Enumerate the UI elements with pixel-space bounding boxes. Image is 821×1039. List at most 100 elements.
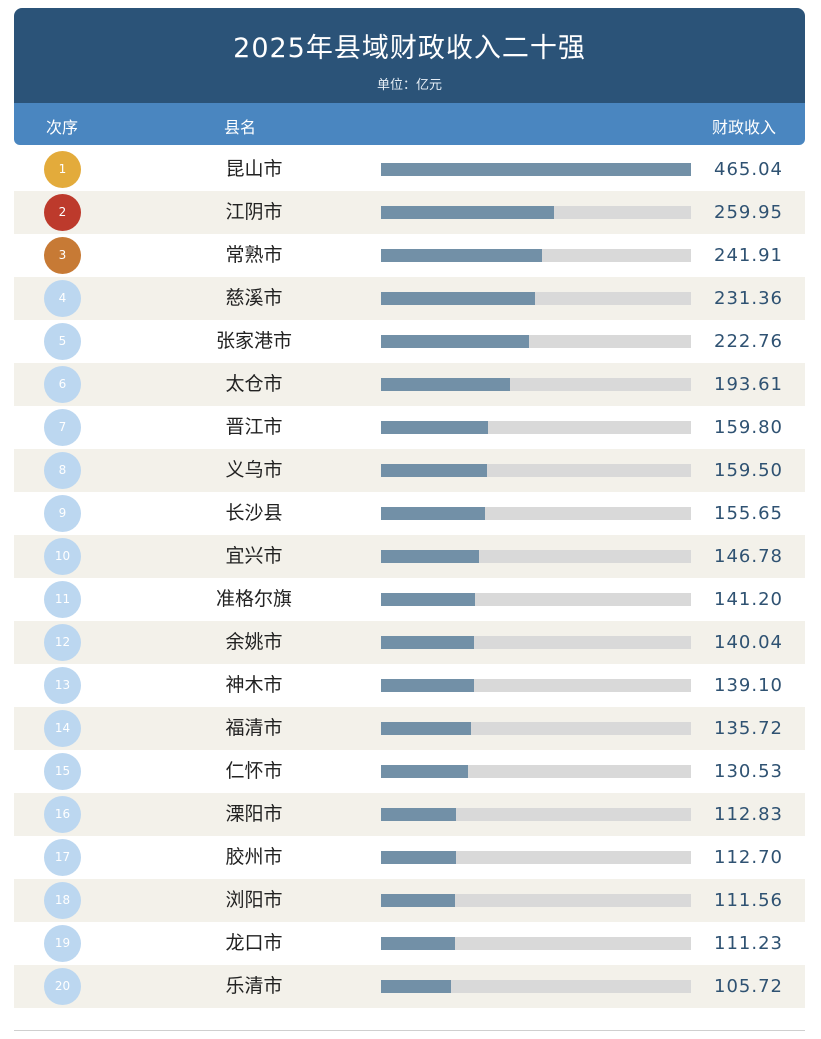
rank-badge: 6 xyxy=(44,366,81,403)
value-label: 159.80 xyxy=(714,417,783,438)
rank-badge: 1 xyxy=(44,151,81,188)
rank-badge: 9 xyxy=(44,495,81,532)
chart-title: 2025年县域财政收入二十强 xyxy=(233,33,586,64)
bar-track xyxy=(381,937,691,950)
value-label: 141.20 xyxy=(714,589,783,610)
rank-badge: 4 xyxy=(44,280,81,317)
table-row: 9 长沙县 155.65 xyxy=(14,492,805,535)
ranking-table: 1 昆山市 465.04 2 江阴市 259.95 3 常熟市 241.91 4 慈溪市 231.36… xyxy=(14,148,805,1008)
table-row: 13 神木市 139.10 xyxy=(14,664,805,707)
bar xyxy=(381,765,468,778)
rank-badge: 3 xyxy=(44,237,81,274)
bar-track xyxy=(381,335,691,348)
county-name: 余姚市 xyxy=(225,631,283,653)
bar xyxy=(381,894,455,907)
value-label: 465.04 xyxy=(714,159,783,180)
rank-badge: 20 xyxy=(44,968,81,1005)
value-label: 111.23 xyxy=(714,933,783,954)
county-name: 福清市 xyxy=(225,717,283,739)
value-label: 241.91 xyxy=(714,245,783,266)
value-label: 112.83 xyxy=(714,804,783,825)
county-name: 龙口市 xyxy=(225,932,283,954)
value-label: 111.56 xyxy=(714,890,783,911)
bar xyxy=(381,722,471,735)
table-bottom-divider xyxy=(14,1030,805,1031)
bar-track xyxy=(381,980,691,993)
bar xyxy=(381,249,542,262)
bar xyxy=(381,593,475,606)
value-label: 135.72 xyxy=(714,718,783,739)
bar-track xyxy=(381,206,691,219)
bar xyxy=(381,335,529,348)
rank-badge: 7 xyxy=(44,409,81,446)
table-row: 4 慈溪市 231.36 xyxy=(14,277,805,320)
rank-badge: 10 xyxy=(44,538,81,575)
value-label: 159.50 xyxy=(714,460,783,481)
county-name: 胶州市 xyxy=(225,846,283,868)
bar xyxy=(381,808,456,821)
bar xyxy=(381,163,691,176)
rank-badge: 12 xyxy=(44,624,81,661)
bar-track xyxy=(381,808,691,821)
county-name: 长沙县 xyxy=(225,502,283,524)
table-row: 15 仁怀市 130.53 xyxy=(14,750,805,793)
column-header-bar: 次序 县名 财政收入 xyxy=(14,103,805,145)
bar-track xyxy=(381,378,691,391)
table-row: 5 张家港市 222.76 xyxy=(14,320,805,363)
table-row: 14 福清市 135.72 xyxy=(14,707,805,750)
bar-track xyxy=(381,765,691,778)
table-row: 19 龙口市 111.23 xyxy=(14,922,805,965)
bar xyxy=(381,550,479,563)
table-row: 18 浏阳市 111.56 xyxy=(14,879,805,922)
table-row: 7 晋江市 159.80 xyxy=(14,406,805,449)
county-name: 江阴市 xyxy=(225,201,283,223)
value-label: 222.76 xyxy=(714,331,783,352)
value-label: 130.53 xyxy=(714,761,783,782)
county-name: 溧阳市 xyxy=(225,803,283,825)
bar-track xyxy=(381,421,691,434)
county-name: 义乌市 xyxy=(225,459,283,481)
value-label: 139.10 xyxy=(714,675,783,696)
value-label: 140.04 xyxy=(714,632,783,653)
value-label: 155.65 xyxy=(714,503,783,524)
rank-badge: 17 xyxy=(44,839,81,876)
table-row: 16 溧阳市 112.83 xyxy=(14,793,805,836)
rank-badge: 18 xyxy=(44,882,81,919)
county-name: 慈溪市 xyxy=(225,287,283,309)
county-name: 浏阳市 xyxy=(225,889,283,911)
bar-track xyxy=(381,636,691,649)
bar xyxy=(381,937,455,950)
table-row: 17 胶州市 112.70 xyxy=(14,836,805,879)
value-label: 231.36 xyxy=(714,288,783,309)
rank-badge: 16 xyxy=(44,796,81,833)
column-header-name: 县名 xyxy=(224,118,257,137)
column-header-rank: 次序 xyxy=(46,118,79,137)
column-header-value: 财政收入 xyxy=(712,118,777,137)
rank-badge: 15 xyxy=(44,753,81,790)
county-name: 太仓市 xyxy=(225,373,283,395)
bar xyxy=(381,980,451,993)
bar xyxy=(381,851,456,864)
table-row: 6 太仓市 193.61 xyxy=(14,363,805,406)
bar xyxy=(381,636,474,649)
rank-badge: 13 xyxy=(44,667,81,704)
county-name: 乐清市 xyxy=(225,975,283,997)
bar xyxy=(381,679,474,692)
unit-label: 单位：亿元 xyxy=(376,78,442,93)
bar-track xyxy=(381,550,691,563)
rank-badge: 2 xyxy=(44,194,81,231)
county-name: 常熟市 xyxy=(225,244,283,266)
county-name: 张家港市 xyxy=(215,330,292,352)
county-name: 晋江市 xyxy=(225,416,283,438)
table-row: 20 乐清市 105.72 xyxy=(14,965,805,1008)
table-row: 8 义乌市 159.50 xyxy=(14,449,805,492)
value-label: 259.95 xyxy=(714,202,783,223)
county-name: 昆山市 xyxy=(225,158,283,180)
rank-badge: 5 xyxy=(44,323,81,360)
value-label: 105.72 xyxy=(714,976,783,997)
bar xyxy=(381,292,535,305)
bar-track xyxy=(381,894,691,907)
table-row: 3 常熟市 241.91 xyxy=(14,234,805,277)
bar xyxy=(381,206,554,219)
rank-badge: 8 xyxy=(44,452,81,489)
